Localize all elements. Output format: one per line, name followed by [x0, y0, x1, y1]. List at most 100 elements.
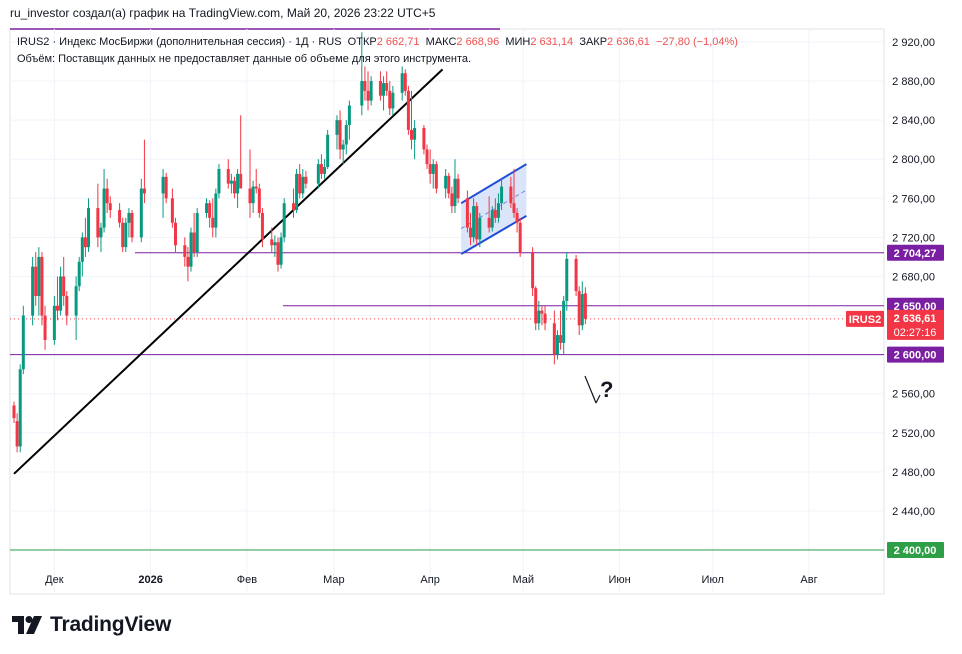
candle-body: [447, 175, 451, 194]
candle-body: [105, 188, 109, 204]
time-tick-label: Июн: [608, 574, 630, 586]
candle-body: [425, 149, 429, 165]
candle-body: [118, 210, 122, 223]
candle-body: [108, 203, 112, 211]
candle-body: [487, 217, 491, 228]
candle-body: [74, 286, 78, 316]
candle-body: [456, 178, 460, 199]
candle-body: [254, 186, 258, 189]
candle-body: [226, 169, 230, 184]
price-tick-label: 2 520,00: [892, 428, 935, 440]
candle-body: [335, 120, 339, 135]
price-axis[interactable]: 2 920,00 2 880,00 2 840,00 2 800,00 2 760,00…: [892, 37, 935, 557]
candle-body: [232, 180, 236, 194]
candle-body: [543, 313, 547, 324]
candle-body: [205, 203, 209, 213]
legend-high-label: МАКС: [425, 36, 457, 48]
candle-body: [341, 144, 345, 150]
time-axis[interactable]: Дек 2026 Фев Мар Апр Май Июн Июл Авг: [45, 574, 817, 586]
tradingview-logo[interactable]: TradingView: [12, 612, 171, 638]
price-tick-label: 2 720,00: [892, 232, 935, 244]
legend-open-label: ОТКР: [347, 36, 377, 48]
channel-lower: [460, 215, 527, 255]
price-badge: [887, 297, 944, 314]
forecast-question-mark: ?: [600, 377, 613, 402]
candle-body: [577, 291, 581, 326]
candle-body: [391, 92, 395, 109]
candle-body: [583, 293, 587, 319]
candle-body: [37, 256, 41, 296]
candle-body: [161, 176, 165, 194]
legend-high-value: 2 668,96: [456, 36, 500, 48]
candle-body: [360, 81, 364, 106]
candle-body: [540, 310, 544, 314]
candle-body: [469, 227, 473, 238]
candle-body: [80, 237, 84, 262]
candle-body: [515, 212, 519, 223]
price-badge-label: 2 600,00: [894, 350, 937, 362]
candle-body: [363, 81, 367, 91]
candle-body: [130, 212, 134, 238]
forecast-annotation: ?: [584, 375, 613, 404]
candle-body: [18, 369, 22, 447]
candle-body: [260, 212, 264, 240]
candle-body: [403, 73, 407, 91]
candle-body: [276, 242, 280, 265]
candle-body: [65, 296, 69, 316]
trendline-layer: [13, 68, 444, 475]
candle-body: [102, 188, 106, 228]
price-badge-label: 2 704,27: [894, 248, 937, 260]
candle-body: [173, 222, 177, 246]
candle-body: [270, 239, 274, 246]
candle-body: [239, 173, 243, 189]
candle-body: [189, 232, 193, 267]
tradingview-logo-text: TradingView: [50, 613, 172, 636]
candle-body: [406, 90, 410, 130]
time-tick-label: Май: [513, 574, 535, 586]
price-tick-label: 2 440,00: [892, 506, 935, 518]
candle-body: [472, 206, 476, 238]
candle-body: [279, 237, 283, 265]
candle-body: [316, 164, 320, 184]
channel-median: [460, 189, 527, 230]
price-badge-label: 2 400,00: [894, 545, 937, 557]
price-tick-label: 2 840,00: [892, 115, 935, 127]
candle-body: [257, 188, 261, 213]
legend-low-label: МИН: [505, 36, 531, 48]
candle-body: [552, 323, 556, 355]
candle-body: [124, 222, 128, 248]
candle-body: [214, 193, 218, 228]
price-badge-label: 2 650,00: [894, 301, 937, 313]
candle-body: [369, 81, 373, 101]
candle-body: [531, 252, 535, 289]
candle-body: [385, 83, 389, 91]
candle-body: [555, 335, 559, 355]
candle-body: [518, 222, 522, 253]
candle-body: [186, 256, 190, 267]
candle-body: [251, 186, 255, 204]
time-tick-label: 2026: [138, 574, 162, 586]
candle-body: [319, 164, 323, 174]
candle-body: [580, 294, 584, 326]
candle-body: [142, 188, 146, 194]
plot-area[interactable]: [9, 28, 885, 595]
candle-body: [428, 164, 432, 174]
price-badge: [887, 244, 944, 261]
legend-symbol[interactable]: IRUS2 · Индекс МосБиржи (дополнительная …: [17, 36, 342, 48]
candle-body: [559, 335, 563, 343]
candle-body: [139, 188, 143, 238]
candle-body: [378, 81, 382, 96]
price-tick-label: 2 560,00: [892, 389, 935, 401]
candle-body: [537, 310, 541, 324]
candle-body: [512, 203, 516, 213]
candle-body: [344, 125, 348, 145]
candle-body: [211, 217, 215, 228]
candle-body: [77, 261, 81, 287]
price-tick-label: 2 760,00: [892, 193, 935, 205]
time-tick-label: Авг: [800, 574, 817, 586]
candle-body: [366, 90, 370, 101]
time-tick-label: Апр: [420, 574, 439, 586]
candle-body: [121, 222, 125, 248]
candle-body: [195, 212, 199, 253]
